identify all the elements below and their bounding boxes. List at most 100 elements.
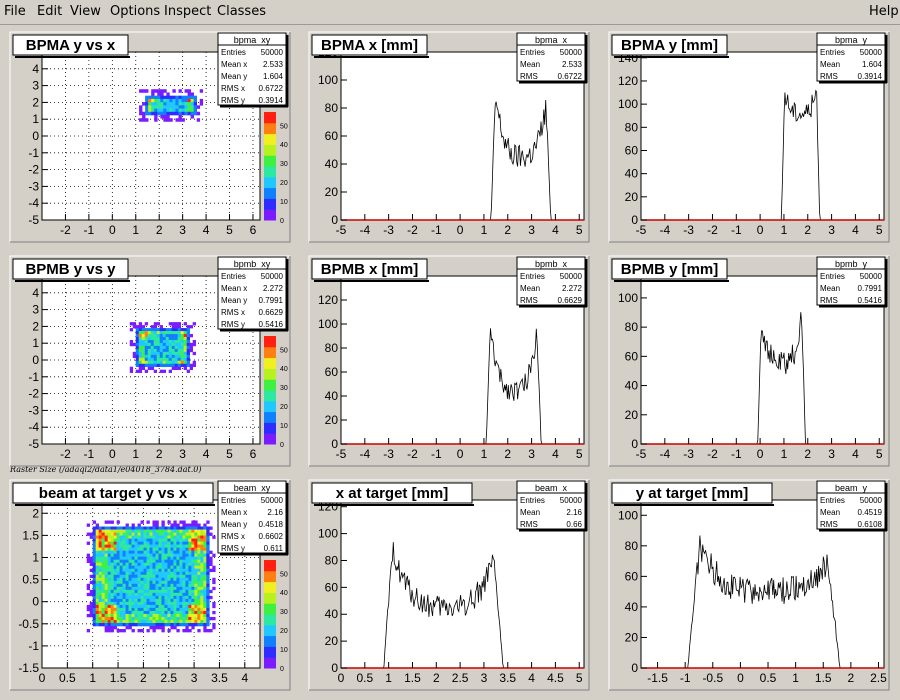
heatmap-cell — [179, 580, 183, 585]
colorbar-segment — [264, 379, 276, 386]
heatmap-cell — [168, 339, 173, 344]
heatmap-cell — [98, 532, 102, 536]
menu-view[interactable]: View — [70, 4, 101, 19]
heatmap-cell — [154, 111, 158, 116]
heatmap-cell — [166, 108, 170, 113]
heatmap-cell — [143, 529, 147, 533]
heatmap-cell — [140, 629, 144, 633]
menu-file[interactable]: File — [4, 4, 26, 19]
heatmap-cell — [175, 118, 179, 122]
heatmap-cell — [197, 529, 201, 533]
x-tick-label: -5 — [636, 223, 647, 237]
heatmap-cell — [155, 592, 159, 597]
heatmap-cell — [192, 339, 196, 344]
heatmap-cell — [194, 565, 198, 570]
heatmap-cell — [125, 541, 129, 545]
heatmap-cell — [131, 547, 135, 551]
heatmap-cell — [152, 574, 156, 579]
heatmap-cell — [171, 334, 176, 338]
x-tick-label: -1 — [431, 223, 442, 237]
heatmap-cell — [147, 360, 152, 365]
heatmap-cell — [194, 616, 198, 621]
menu-help[interactable]: Help — [869, 4, 899, 19]
colorbar-segment — [264, 166, 276, 172]
heatmap-cell — [110, 626, 114, 630]
stats-value: 50000 — [560, 48, 583, 57]
heatmap-cell — [158, 598, 162, 603]
heatmap-cell — [158, 544, 162, 548]
heatmap-cell — [184, 95, 188, 100]
heatmap-cell — [176, 556, 180, 560]
heatmap-cell — [200, 562, 204, 567]
heatmap-cell — [147, 331, 152, 335]
heatmap-cell — [137, 565, 141, 570]
heatmap-cell — [212, 610, 216, 615]
heatmap-cell — [182, 562, 186, 567]
heatmap-cell — [173, 583, 177, 588]
colorbar-segment — [264, 193, 276, 199]
heatmap-cell — [119, 553, 123, 557]
heatmap-cell — [107, 613, 111, 618]
colorbar-tick-label: 10 — [280, 199, 288, 206]
colorbar-tick-label: 20 — [280, 180, 288, 187]
chart-title: beam at target y vs x — [39, 485, 188, 502]
heatmap-cell — [119, 565, 123, 570]
heatmap-cell — [119, 547, 123, 551]
heatmap-cell — [200, 598, 204, 603]
chart-pad-3[interactable]: -5-4-3-2-1012345020406080100120140BPMA y… — [608, 31, 890, 243]
heatmap-cell — [194, 610, 198, 615]
heatmap-cell — [179, 577, 183, 582]
chart-title-frame — [12, 258, 129, 280]
heatmap-cell — [197, 568, 201, 573]
heatmap-cell — [179, 574, 183, 579]
menu-edit[interactable]: Edit — [37, 4, 63, 19]
heatmap-cell — [122, 613, 126, 618]
colorbar-segment — [264, 155, 276, 162]
heatmap-cell — [164, 568, 168, 573]
heatmap-cell — [146, 619, 150, 624]
stats-key: Mean — [820, 284, 840, 293]
heatmap-cell — [174, 345, 178, 350]
stats-frame — [816, 480, 886, 530]
chart-title: BPMB y vs y — [25, 261, 116, 278]
heatmap-cell — [128, 541, 132, 545]
heatmap-cell — [104, 559, 108, 563]
heatmap-cell — [140, 535, 144, 539]
x-tick-label: 4.5 — [547, 671, 564, 685]
colorbar-segment — [264, 352, 276, 359]
heatmap-cell — [152, 568, 156, 573]
heatmap-cell — [197, 559, 201, 563]
heatmap-cell — [95, 586, 99, 591]
menu-inspect[interactable]: Inspect — [164, 4, 212, 19]
heatmap-cell — [134, 622, 138, 627]
heatmap-cell — [135, 336, 140, 341]
heatmap-cell — [194, 583, 198, 588]
heatmap-cell — [137, 541, 141, 545]
heatmap-cell — [98, 535, 102, 539]
heatmap-cell — [95, 550, 99, 554]
heatmap-cell — [128, 610, 132, 615]
heatmap-cell — [159, 328, 164, 332]
heatmap-cell — [134, 538, 138, 542]
menu-classes[interactable]: Classes — [217, 4, 266, 19]
heatmap-cell — [110, 629, 114, 633]
heatmap-cell — [139, 108, 143, 113]
heatmap-cell — [98, 574, 102, 579]
heatmap-cell — [188, 559, 192, 563]
heatmap-cell — [135, 360, 140, 365]
menu-options[interactable]: Options — [110, 4, 161, 19]
heatmap-cell — [181, 111, 185, 116]
heatmap-cell — [146, 562, 150, 567]
heatmap-cell — [155, 556, 159, 560]
heatmap-cell — [146, 592, 150, 597]
heatmap-cell — [157, 95, 161, 100]
